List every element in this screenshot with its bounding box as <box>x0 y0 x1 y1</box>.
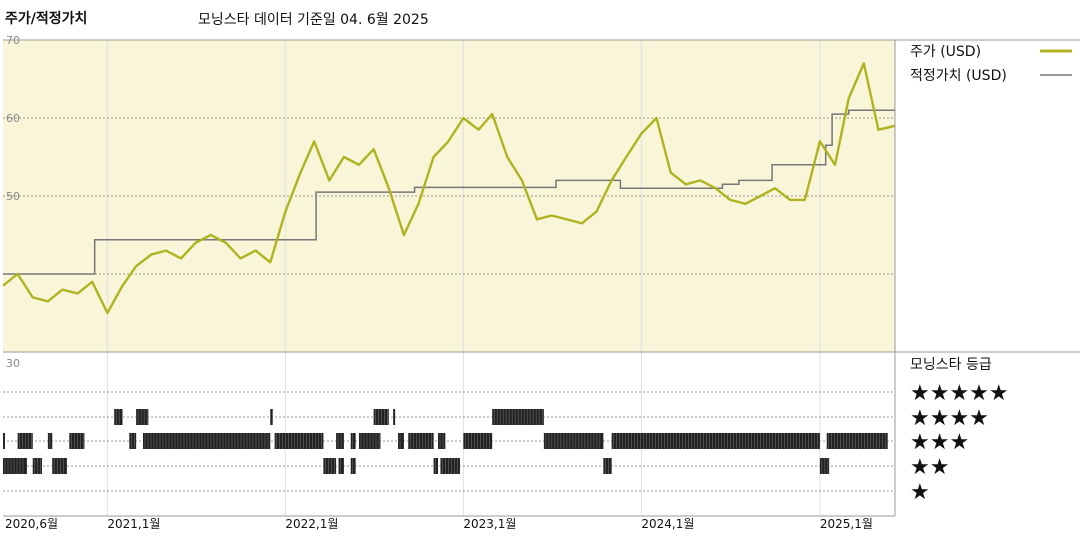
rating-segment-3-star <box>611 433 820 449</box>
rating-segment-2-star <box>350 458 356 474</box>
rating-segment-3-star <box>274 433 324 449</box>
rating-segment-fill <box>69 433 85 449</box>
data-date-subtitle: 모닝스타 데이터 기준일 04. 6월 2025 <box>198 12 429 28</box>
rating-segment-fill <box>32 458 43 474</box>
rating-segment-3-star <box>47 433 53 449</box>
rating-segment-4-star <box>492 409 544 425</box>
rating-segment-fill <box>611 433 820 449</box>
y-tick-label: 60 <box>6 112 20 125</box>
x-tick-label: 2024,1월 <box>641 517 694 531</box>
rating-3-star-label: ★★★ <box>910 430 969 455</box>
rating-segment-4-star <box>136 409 149 425</box>
rating-segment-3-star <box>463 433 493 449</box>
rating-segment-4-star <box>373 409 389 425</box>
rating-segment-3-star <box>350 433 356 449</box>
rating-segment-4-star <box>114 409 123 425</box>
rating-segment-3-star <box>17 433 33 449</box>
rating-segment-fill <box>826 433 888 449</box>
rating-segment-fill <box>350 458 356 474</box>
rating-segment-fill <box>359 433 381 449</box>
rating-5-star-label: ★★★★★ <box>910 381 1009 406</box>
rating-segment-fill <box>336 433 344 449</box>
horizontal-gridlines <box>3 117 895 275</box>
y-tick-label: 50 <box>6 190 20 203</box>
rating-segment-3-star <box>129 433 137 449</box>
rating-segment-fill <box>492 409 544 425</box>
rating-segment-fill <box>270 409 273 425</box>
rating-2-star-label: ★★ <box>910 455 949 480</box>
rating-segment-2-star <box>603 458 612 474</box>
rating-segment-3-star <box>398 433 404 449</box>
x-tick-label: 2022,1월 <box>285 517 338 531</box>
rating-segment-fill <box>136 409 149 425</box>
rating-segment-3-star <box>359 433 381 449</box>
rating-segment-2-star <box>819 458 830 474</box>
price-line <box>2 62 896 315</box>
rating-segment-fill <box>408 433 434 449</box>
rating-segment-3-star <box>543 433 604 449</box>
x-tick-label: 2025,1월 <box>820 517 873 531</box>
rating-segment-fill <box>142 433 271 449</box>
rating-segment-3-star <box>826 433 888 449</box>
rating-4-star-label: ★★★★ <box>910 406 989 431</box>
fair-value-line <box>3 109 895 275</box>
legend: 주가 (USD) 적정가치 (USD) 모닝스타 등급 <box>910 44 1072 373</box>
y-tick-label: 30 <box>6 357 20 370</box>
rating-segment-fill <box>323 458 337 474</box>
rating-segment-2-star <box>323 458 337 474</box>
rating-segment-3-star <box>69 433 85 449</box>
rating-segment-fill <box>129 433 137 449</box>
rating-title: 모닝스타 등급 <box>910 357 992 373</box>
rating-segment-3-star <box>408 433 434 449</box>
rating-segment-2-star <box>52 458 67 474</box>
rating-segment-fill <box>463 433 493 449</box>
rating-segment-fill <box>433 458 439 474</box>
rating-segment-2-star <box>3 458 27 474</box>
rating-1-star-label: ★ <box>910 480 930 505</box>
rating-segment-fill <box>338 458 344 474</box>
rating-bars <box>3 409 888 474</box>
rating-segment-fill <box>3 433 5 449</box>
rating-segment-2-star <box>338 458 344 474</box>
chart-frame <box>3 39 1080 517</box>
rating-segment-3-star <box>438 433 446 449</box>
rating-segment-3-star <box>336 433 344 449</box>
rating-segment-fill <box>398 433 404 449</box>
rating-segment-fill <box>543 433 604 449</box>
rating-segment-3-star <box>142 433 271 449</box>
x-tick-label: 2020,6월 <box>5 517 58 531</box>
rating-segment-3-star <box>3 433 5 449</box>
rating-segment-4-star <box>270 409 273 425</box>
rating-segment-2-star <box>440 458 460 474</box>
x-tick-labels: 2020,6월 2021,1월 2022,1월 2023,1월 2024,1월 2025,… <box>5 517 873 531</box>
rating-segment-fill <box>603 458 612 474</box>
rating-segment-fill <box>114 409 123 425</box>
rating-segment-fill <box>393 409 396 425</box>
x-tick-label: 2021,1월 <box>107 517 160 531</box>
rating-segment-fill <box>3 458 27 474</box>
rating-star-labels: ★★★★★★★★★★★★★★★ <box>910 381 1009 505</box>
rating-segment-2-star <box>433 458 439 474</box>
rating-segment-2-star <box>32 458 43 474</box>
rating-segment-fill <box>17 433 33 449</box>
rating-segment-4-star <box>393 409 396 425</box>
chart-title: 주가/적정가치 <box>5 11 88 27</box>
rating-segment-fill <box>440 458 460 474</box>
rating-panel <box>3 391 895 492</box>
rating-segment-fill <box>819 458 830 474</box>
rating-segment-fill <box>438 433 446 449</box>
rating-segment-fill <box>52 458 67 474</box>
legend-fair-label: 적정가치 (USD) <box>910 68 1007 84</box>
rating-segment-fill <box>350 433 356 449</box>
x-tick-label: 2023,1월 <box>463 517 516 531</box>
legend-price-label: 주가 (USD) <box>910 44 981 60</box>
rating-segment-fill <box>274 433 324 449</box>
rating-segment-fill <box>373 409 389 425</box>
rating-segment-fill <box>47 433 53 449</box>
